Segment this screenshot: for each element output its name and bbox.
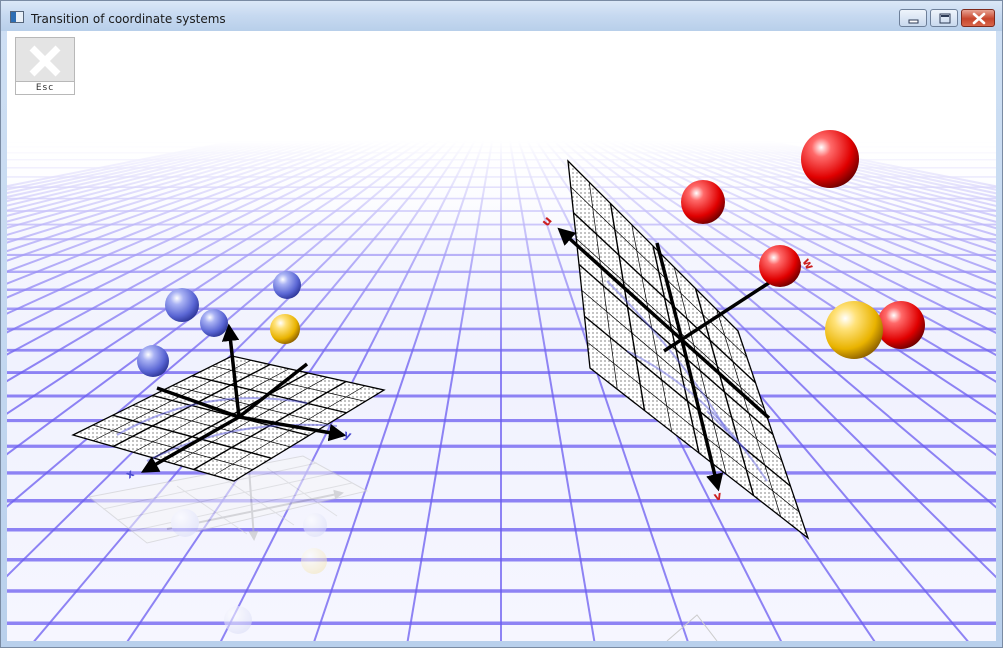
red-sphere[interactable] <box>801 130 859 188</box>
left-grid-line <box>213 385 366 476</box>
red-sphere[interactable] <box>759 245 801 287</box>
left-grid-line <box>212 365 366 402</box>
right-grid-line <box>584 315 791 487</box>
window-title: Transition of coordinate systems <box>31 12 226 26</box>
left-z-axis <box>221 323 241 418</box>
ghost-sphere <box>171 509 199 537</box>
minimize-icon <box>908 19 919 24</box>
ghost-sphere <box>224 606 252 634</box>
right-grid-line <box>581 290 782 461</box>
right-grid-shadow <box>606 280 768 482</box>
blue-sphere[interactable] <box>200 309 228 337</box>
blue-sphere[interactable] <box>137 345 169 377</box>
left-x-axis <box>140 415 240 473</box>
right-coordinate-system[interactable]: u v w <box>539 130 925 540</box>
close-button[interactable] <box>961 9 995 27</box>
blue-sphere[interactable] <box>273 271 301 299</box>
left-y-axis-label: y <box>342 428 353 443</box>
right-u-axis <box>557 227 684 342</box>
right-v-axis-label: v <box>712 488 723 504</box>
left-y-axis <box>238 415 347 442</box>
right-grid-line <box>578 263 774 436</box>
gold-sphere[interactable] <box>825 301 883 359</box>
minimize-button[interactable] <box>899 9 927 27</box>
ghost-sphere <box>301 548 327 574</box>
right-grid-line <box>673 267 727 475</box>
ghost-sphere <box>303 513 327 537</box>
left-grid-lines <box>92 359 366 476</box>
app-icon <box>10 11 24 23</box>
right-v-axis <box>680 339 724 492</box>
red-sphere[interactable] <box>877 301 925 349</box>
right-grid-line <box>587 341 800 513</box>
red-sphere[interactable] <box>681 180 725 224</box>
right-grid-line <box>716 309 782 517</box>
left-grid-plane <box>71 355 386 482</box>
gold-sphere[interactable] <box>270 314 300 344</box>
scene-canvas[interactable]: x y <box>7 31 996 641</box>
left-coordinate-system[interactable]: x y <box>71 271 386 482</box>
reflection-hint <box>666 614 718 641</box>
title-bar[interactable]: Transition of coordinate systems <box>1 1 1002 31</box>
maximize-button[interactable] <box>930 9 958 27</box>
esc-button[interactable]: Esc <box>15 37 75 95</box>
left-grid-shadow <box>116 397 338 462</box>
right-grid-plane <box>567 159 810 540</box>
restore-icon <box>939 13 951 24</box>
close-icon <box>972 12 986 25</box>
3d-viewport[interactable]: x y <box>7 31 996 641</box>
blue-sphere[interactable] <box>165 288 199 322</box>
esc-label: Esc <box>16 81 74 94</box>
close-x-icon <box>29 45 61 77</box>
left-system-reflection <box>87 455 369 634</box>
left-grid-line <box>172 385 328 425</box>
